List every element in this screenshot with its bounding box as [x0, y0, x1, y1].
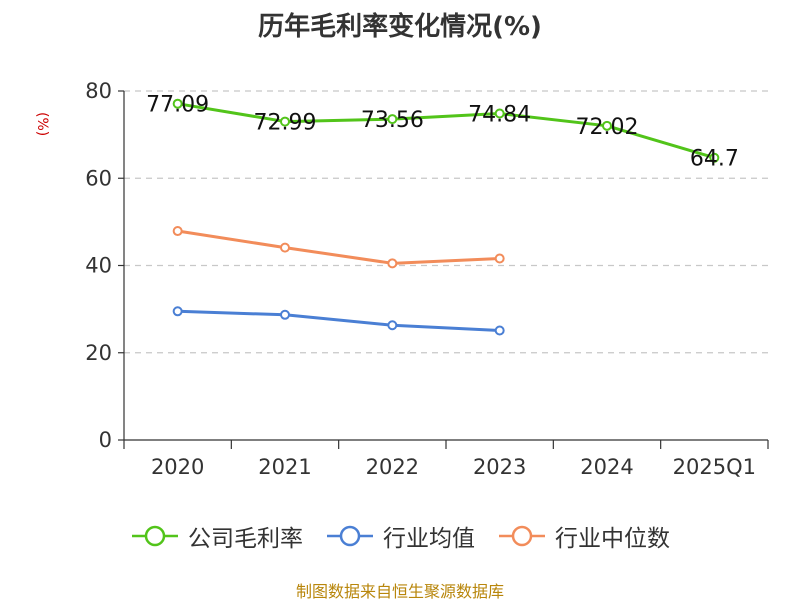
- legend-line-circle-icon: [132, 525, 178, 547]
- chart-title: 历年毛利率变化情况(%): [258, 12, 542, 42]
- data-labels: 77.09 72.99 73.56 74.84 72.02 64.7: [146, 93, 739, 172]
- legend-item-company-gross-margin[interactable]: 公司毛利率: [130, 519, 303, 553]
- x-tick-label: 2022: [366, 455, 419, 479]
- data-label: 74.84: [468, 103, 531, 128]
- data-point: [280, 116, 290, 127]
- data-point: [709, 152, 720, 163]
- series-line-1: [177, 309, 500, 332]
- data-label: 72.02: [576, 115, 639, 140]
- data-point: [494, 325, 505, 336]
- x-tick-label: 2025Q1: [673, 455, 756, 479]
- legend-item-industry-average[interactable]: 行业均值: [325, 519, 475, 553]
- grid-lines: [124, 90, 768, 354]
- data-label: 64.7: [690, 147, 739, 172]
- series-line-2: [177, 229, 500, 265]
- legend-label: 公司毛利率: [188, 526, 303, 552]
- data-point: [172, 226, 183, 237]
- data-point: [494, 253, 505, 264]
- y-tick-label: 80: [85, 79, 112, 103]
- legend-item-industry-median[interactable]: 行业中位数: [497, 519, 670, 553]
- series-lines: [172, 98, 720, 336]
- x-tick-label: 2024: [580, 455, 633, 479]
- y-tick-label: 60: [85, 166, 112, 190]
- data-point: [387, 114, 398, 125]
- data-point: [494, 108, 505, 119]
- data-point: [387, 258, 398, 269]
- axes: 0 20 40 60 80 2020 2021 2022 2023 2024 2025Q1: [85, 79, 769, 479]
- data-label: 77.09: [146, 93, 209, 118]
- data-point: [172, 306, 183, 317]
- data-point: [387, 320, 398, 331]
- legend: 公司毛利率 行业均值 行业中位数: [0, 519, 800, 553]
- legend-line-circle-icon: [327, 525, 373, 547]
- legend-label: 行业均值: [383, 526, 475, 552]
- y-tick-label: 0: [99, 428, 112, 452]
- data-point: [602, 120, 612, 131]
- legend-label: 行业中位数: [555, 526, 670, 552]
- x-tick-label: 2023: [473, 455, 526, 479]
- data-point: [280, 242, 290, 253]
- legend-line-circle-icon: [499, 525, 545, 547]
- data-label: 73.56: [361, 108, 424, 133]
- y-tick-label: 20: [85, 341, 112, 365]
- series-line-0: [177, 102, 715, 160]
- x-tick-label: 2020: [151, 455, 204, 479]
- data-source-note: 制图数据来自恒生聚源数据库: [295, 582, 504, 601]
- data-point: [172, 98, 183, 109]
- data-label: 72.99: [254, 111, 317, 136]
- y-tick-label: 40: [85, 254, 112, 278]
- x-tick-label: 2021: [258, 455, 311, 479]
- data-point: [280, 309, 290, 320]
